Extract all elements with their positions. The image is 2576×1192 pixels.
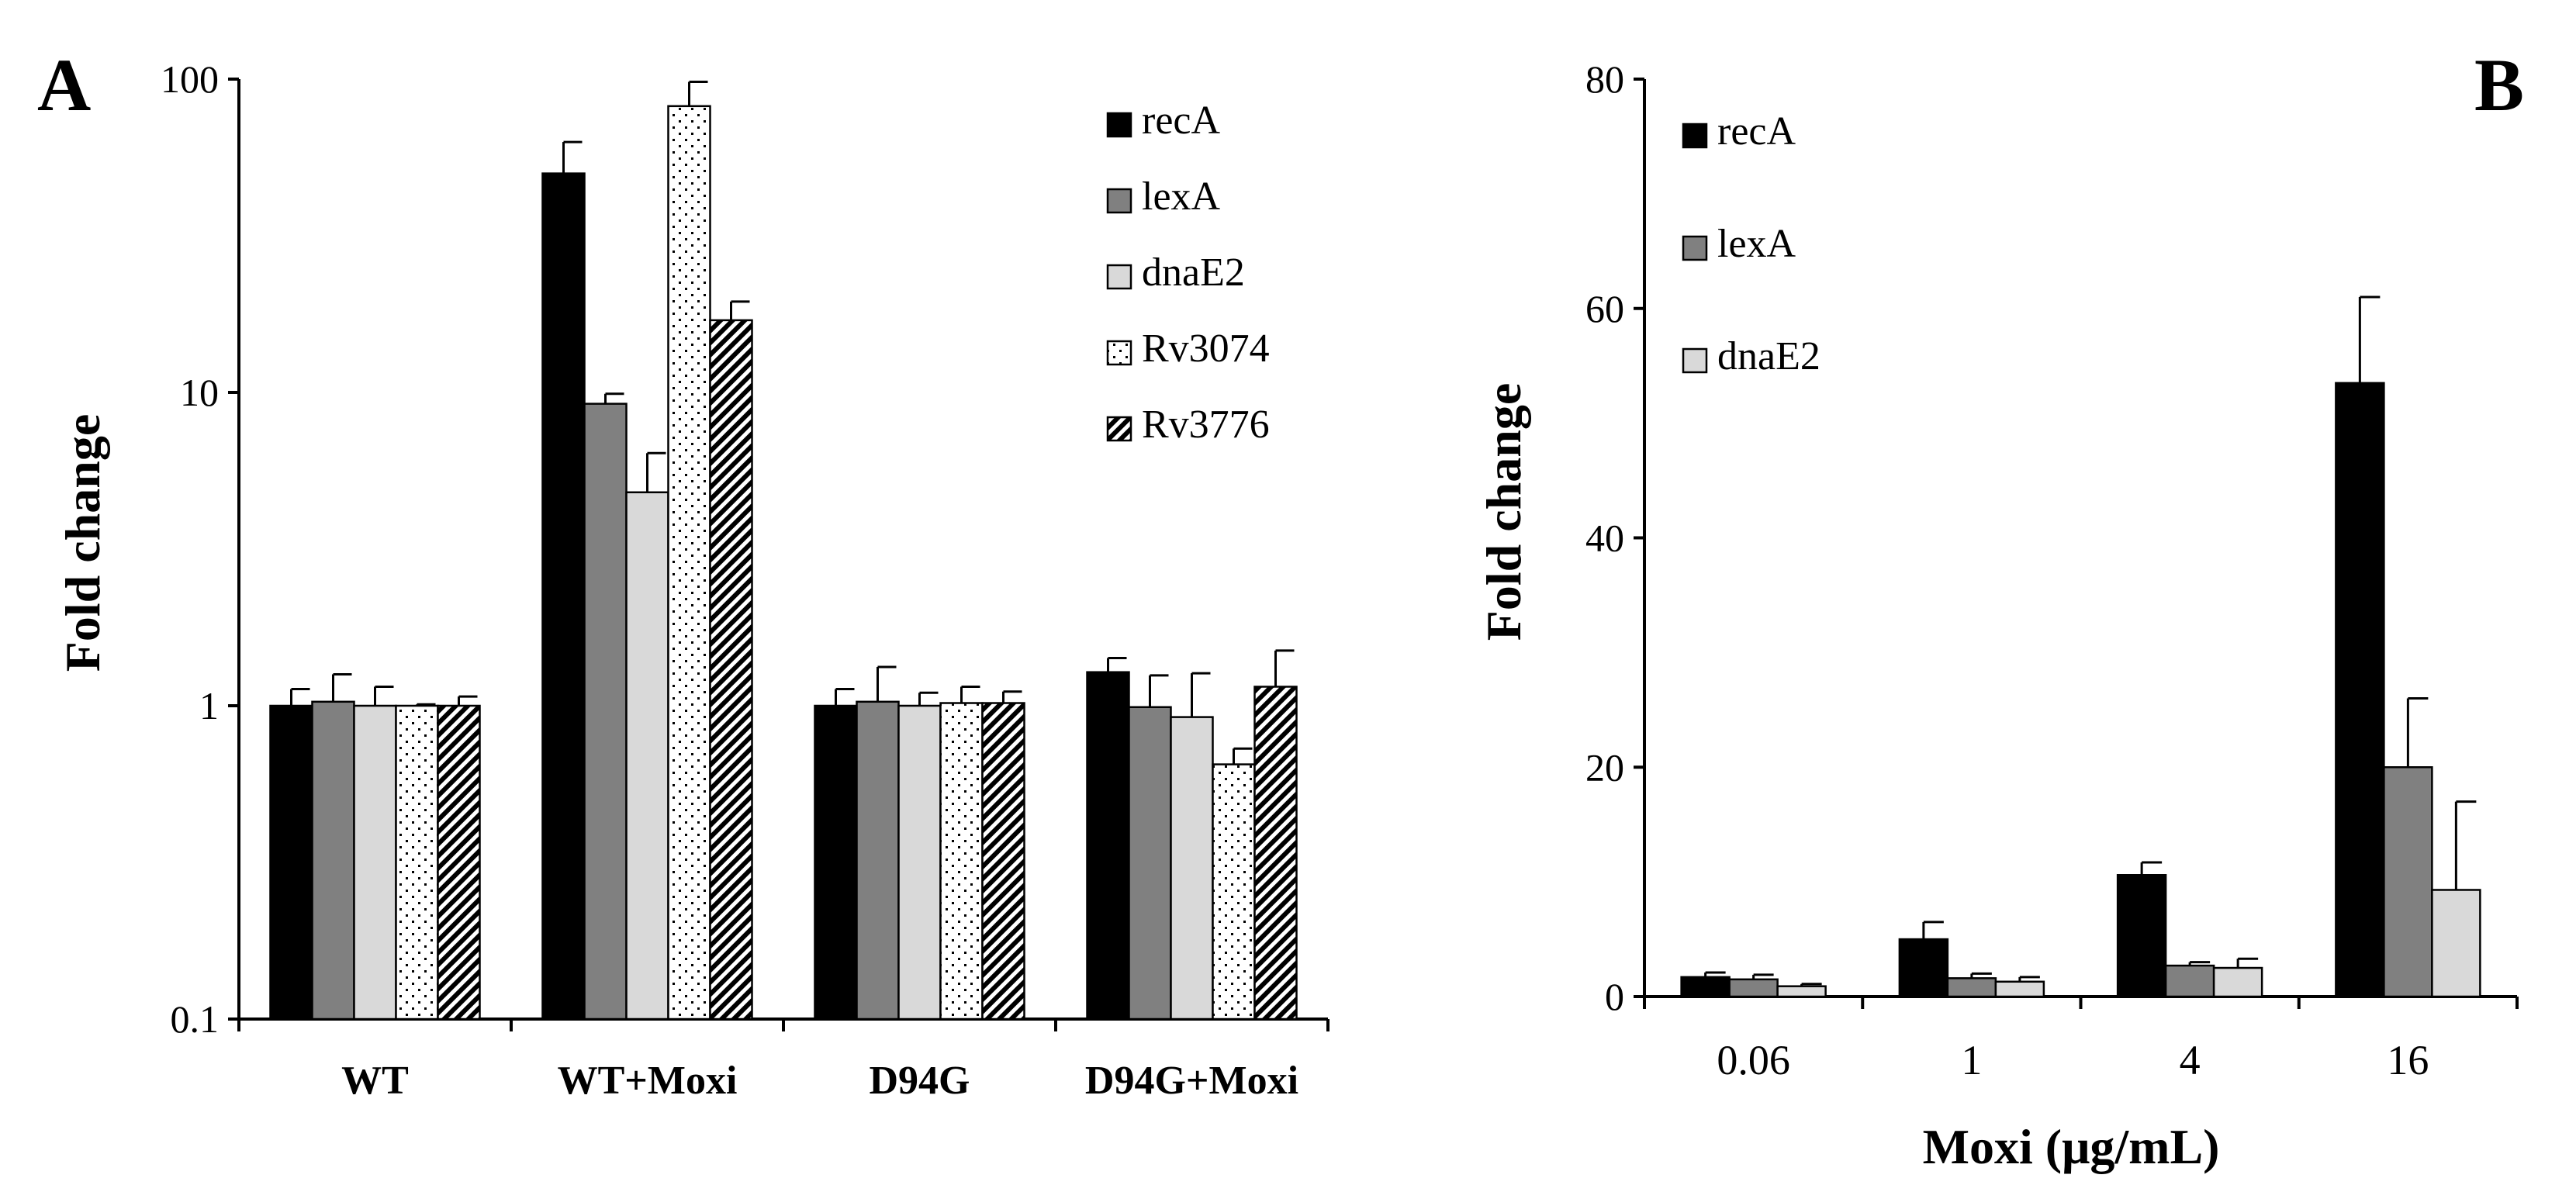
panel-b-bar-dnaE2-16: [2431, 889, 2481, 998]
panel-b-legend-swatch-lexA: [1682, 235, 1708, 261]
panel-b-bar-dnaE2-0.06: [1776, 985, 1827, 998]
panel-b-y-tick-label: 80: [1585, 57, 1624, 101]
panel-a-legend-label: dnaE2: [1142, 250, 1245, 295]
panel-b-bar-recA-0.06: [1680, 976, 1731, 998]
panel-a-chart: A Fold change 0.1 1 10 100 WT WT+Moxi D94G D94G…: [37, 43, 1329, 1103]
panel-b-bar-recA-16: [2335, 382, 2385, 998]
panel-b-bar-lexA-4: [2164, 964, 2215, 998]
panel-a-bar-recA-D94G: [814, 704, 858, 1021]
panel-b-legend-swatch-recA: [1682, 123, 1708, 149]
panel-a-y-tick-label: 10: [180, 371, 219, 414]
panel-a-bar-Rv3074-D94G+Moxi: [1212, 763, 1256, 1021]
panel-b-category-label: 4: [2180, 1037, 2201, 1083]
panel-b-y-tick-label: 0: [1605, 975, 1624, 1018]
panel-b-x-axis-label: Moxi (μg/mL): [1923, 1119, 2220, 1174]
panel-a-bar-Rv3074-WT: [395, 704, 439, 1021]
panel-b-y-tick-label: 60: [1585, 287, 1624, 330]
panel-b-legend-swatch-dnaE2: [1682, 347, 1708, 374]
panel-b-bar-dnaE2-4: [2212, 966, 2263, 998]
panel-b-category-label: 16: [2387, 1037, 2429, 1083]
panel-a-bar-dnaE2-D94G: [897, 704, 942, 1021]
panel-a-bar-Rv3776-D94G+Moxi: [1253, 686, 1298, 1021]
panel-a-bar-lexA-D94G+Moxi: [1128, 706, 1172, 1021]
panel-a-legend-swatch-recA: [1106, 112, 1132, 138]
panel-b-bar-dnaE2-1: [1994, 980, 2045, 998]
panel-a-category-label: D94G: [870, 1059, 970, 1103]
panel-b-bar-lexA-16: [2383, 766, 2433, 998]
panel-b-legend-label: recA: [1717, 109, 1796, 154]
panel-a-bar-recA-WT+Moxi: [541, 172, 586, 1021]
panel-a-bar-lexA-WT: [311, 700, 355, 1021]
panel-a-bar-recA-D94G+Moxi: [1086, 671, 1130, 1021]
panel-b-bar-lexA-0.06: [1728, 978, 1779, 998]
panel-b-category-label: 1: [1961, 1037, 1982, 1083]
panel-b-chart: B Fold change Moxi (μg/mL) 0 20 40 60 80 0.06…: [1476, 43, 2524, 1174]
panel-a-bar-Rv3074-WT+Moxi: [667, 105, 711, 1021]
panel-a-legend-swatch-Rv3776: [1106, 416, 1132, 442]
panel-a-legend-label: recA: [1142, 98, 1220, 143]
panel-a-y-tick-label: 100: [161, 57, 219, 101]
panel-a-bar-Rv3776-D94G: [981, 702, 1025, 1021]
panel-b-y-tick-label: 40: [1585, 517, 1624, 560]
panel-a-category-label: D94G+Moxi: [1085, 1059, 1298, 1103]
panel-b-bar-recA-4: [2116, 874, 2167, 998]
panel-b-y-axis-label: Fold change: [1476, 383, 1531, 641]
panel-b-legend-label: lexA: [1717, 222, 1796, 266]
panel-a-legend-label: Rv3776: [1142, 403, 1270, 447]
panel-b-category-label: 0.06: [1717, 1037, 1790, 1083]
panel-b-label: B: [2474, 43, 2524, 126]
panel-a-legend-label: Rv3074: [1142, 327, 1270, 371]
panel-a-bar-Rv3074-D94G: [939, 702, 984, 1021]
panel-b-y-tick-label: 20: [1585, 745, 1624, 789]
panel-a-legend-swatch-Rv3074: [1106, 340, 1132, 366]
panel-a-legend-swatch-dnaE2: [1106, 264, 1132, 290]
panel-a-bar-dnaE2-WT+Moxi: [625, 491, 669, 1021]
panel-a-bar-Rv3776-WT: [437, 704, 481, 1021]
panel-a-bar-dnaE2-D94G+Moxi: [1170, 716, 1214, 1021]
panel-a-bar-lexA-D94G: [856, 700, 900, 1021]
panel-a-legend-swatch-lexA: [1106, 188, 1132, 214]
panel-b-legend: recA lexA dnaE2: [1682, 109, 1820, 378]
panel-a-label: A: [37, 43, 91, 126]
panel-b-legend-label: dnaE2: [1717, 334, 1820, 378]
panel-b-bar-lexA-1: [1946, 977, 1997, 998]
panel-a-y-tick-label: 1: [199, 684, 219, 727]
panel-a-bar-lexA-WT+Moxi: [583, 403, 628, 1021]
panel-a-category-label: WT: [341, 1059, 409, 1103]
panel-a-bar-dnaE2-WT: [353, 704, 397, 1021]
panel-a-category-label: WT+Moxi: [558, 1059, 738, 1103]
panel-b-bar-recA-1: [1898, 938, 1949, 998]
panel-a-bar-recA-WT: [269, 704, 313, 1021]
panel-a-legend-label: lexA: [1142, 174, 1221, 219]
panel-a-y-axis-label: Fold change: [55, 414, 110, 672]
panel-a-bar-Rv3776-WT+Moxi: [709, 319, 753, 1021]
panel-a-y-tick-label: 0.1: [171, 997, 220, 1041]
panel-a-legend: recA lexA dnaE2 Rv3074 Rv3776: [1106, 98, 1270, 447]
